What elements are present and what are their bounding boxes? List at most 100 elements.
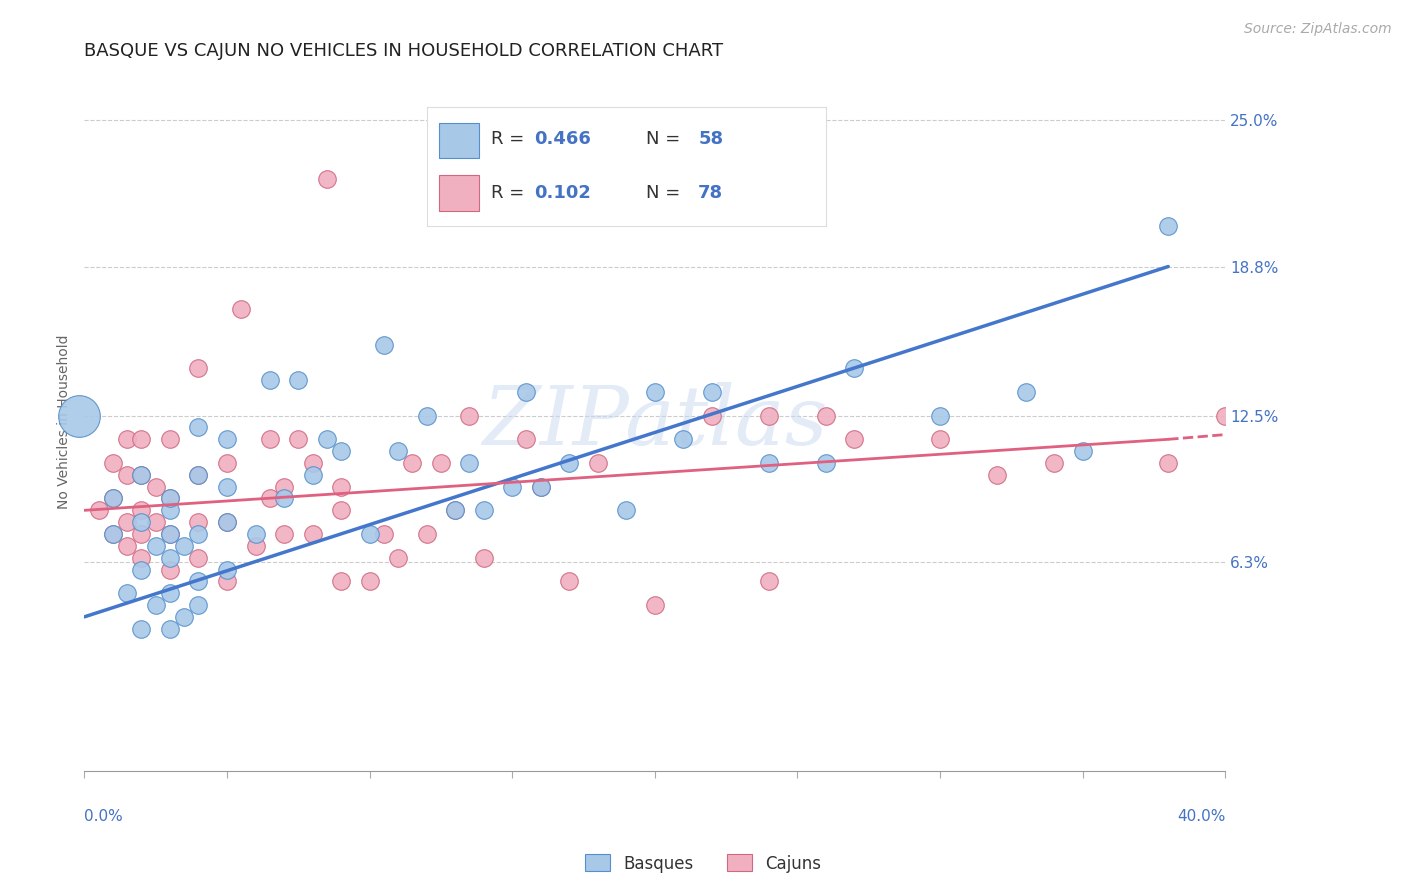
Point <box>929 409 952 423</box>
Point <box>187 598 209 612</box>
Point <box>101 456 124 470</box>
Point <box>844 361 866 376</box>
Point <box>115 539 138 553</box>
Point <box>115 515 138 529</box>
Point <box>131 550 153 565</box>
Point <box>87 503 110 517</box>
Point <box>515 433 537 447</box>
Point <box>287 373 309 387</box>
Text: 40.0%: 40.0% <box>1177 809 1225 824</box>
Point <box>187 467 209 482</box>
Point <box>530 480 553 494</box>
Point <box>131 515 153 529</box>
Point <box>159 527 181 541</box>
Point <box>530 480 553 494</box>
Point <box>758 409 780 423</box>
Point <box>259 433 281 447</box>
Point <box>301 467 323 482</box>
Point <box>814 409 837 423</box>
Point <box>187 574 209 589</box>
Point <box>187 361 209 376</box>
Point <box>929 433 952 447</box>
Point <box>101 527 124 541</box>
Point <box>444 503 467 517</box>
Point <box>145 539 167 553</box>
Point <box>644 598 666 612</box>
Point <box>159 491 181 506</box>
Point <box>814 456 837 470</box>
Point <box>159 433 181 447</box>
Point <box>273 480 295 494</box>
Point <box>131 433 153 447</box>
Point <box>758 574 780 589</box>
Point <box>458 456 481 470</box>
Point <box>215 515 238 529</box>
Point <box>672 433 695 447</box>
Point <box>231 302 253 317</box>
Point <box>187 550 209 565</box>
Point <box>159 550 181 565</box>
Point <box>359 527 381 541</box>
Point <box>700 384 723 399</box>
Point <box>67 409 90 423</box>
Point <box>115 467 138 482</box>
Point <box>187 420 209 434</box>
Point <box>387 444 409 458</box>
Point <box>159 562 181 576</box>
Point <box>215 562 238 576</box>
Point <box>315 433 337 447</box>
Point <box>215 456 238 470</box>
Point <box>145 598 167 612</box>
Point <box>700 409 723 423</box>
Point <box>415 527 437 541</box>
Point <box>145 515 167 529</box>
Point <box>173 610 195 624</box>
Point <box>644 384 666 399</box>
Point <box>215 515 238 529</box>
Text: ZIPatlas: ZIPatlas <box>482 382 828 461</box>
Point <box>401 456 423 470</box>
Point <box>173 539 195 553</box>
Point <box>159 527 181 541</box>
Point <box>159 503 181 517</box>
Point <box>131 503 153 517</box>
Point <box>273 527 295 541</box>
Point <box>145 480 167 494</box>
Point <box>215 480 238 494</box>
Point <box>215 433 238 447</box>
Point <box>1213 409 1236 423</box>
Point <box>101 527 124 541</box>
Point <box>330 444 353 458</box>
Point <box>430 456 453 470</box>
Point <box>844 433 866 447</box>
Point <box>131 467 153 482</box>
Point <box>115 433 138 447</box>
Point <box>101 491 124 506</box>
Point <box>187 515 209 529</box>
Point <box>131 562 153 576</box>
Point <box>1043 456 1066 470</box>
Point <box>159 491 181 506</box>
Point <box>301 456 323 470</box>
Y-axis label: No Vehicles in Household: No Vehicles in Household <box>58 334 72 508</box>
Point <box>115 586 138 600</box>
Point <box>187 527 209 541</box>
Point <box>330 574 353 589</box>
Point <box>159 586 181 600</box>
Point <box>131 527 153 541</box>
Point <box>287 433 309 447</box>
Point <box>558 456 581 470</box>
Point <box>986 467 1008 482</box>
Point <box>586 456 609 470</box>
Point <box>187 467 209 482</box>
Point <box>301 527 323 541</box>
Legend: Basques, Cajuns: Basques, Cajuns <box>578 847 828 880</box>
Point <box>330 503 353 517</box>
Point <box>215 574 238 589</box>
Point <box>259 373 281 387</box>
Point <box>515 384 537 399</box>
Point <box>387 550 409 565</box>
Point <box>558 574 581 589</box>
Point <box>131 622 153 636</box>
Point <box>315 172 337 186</box>
